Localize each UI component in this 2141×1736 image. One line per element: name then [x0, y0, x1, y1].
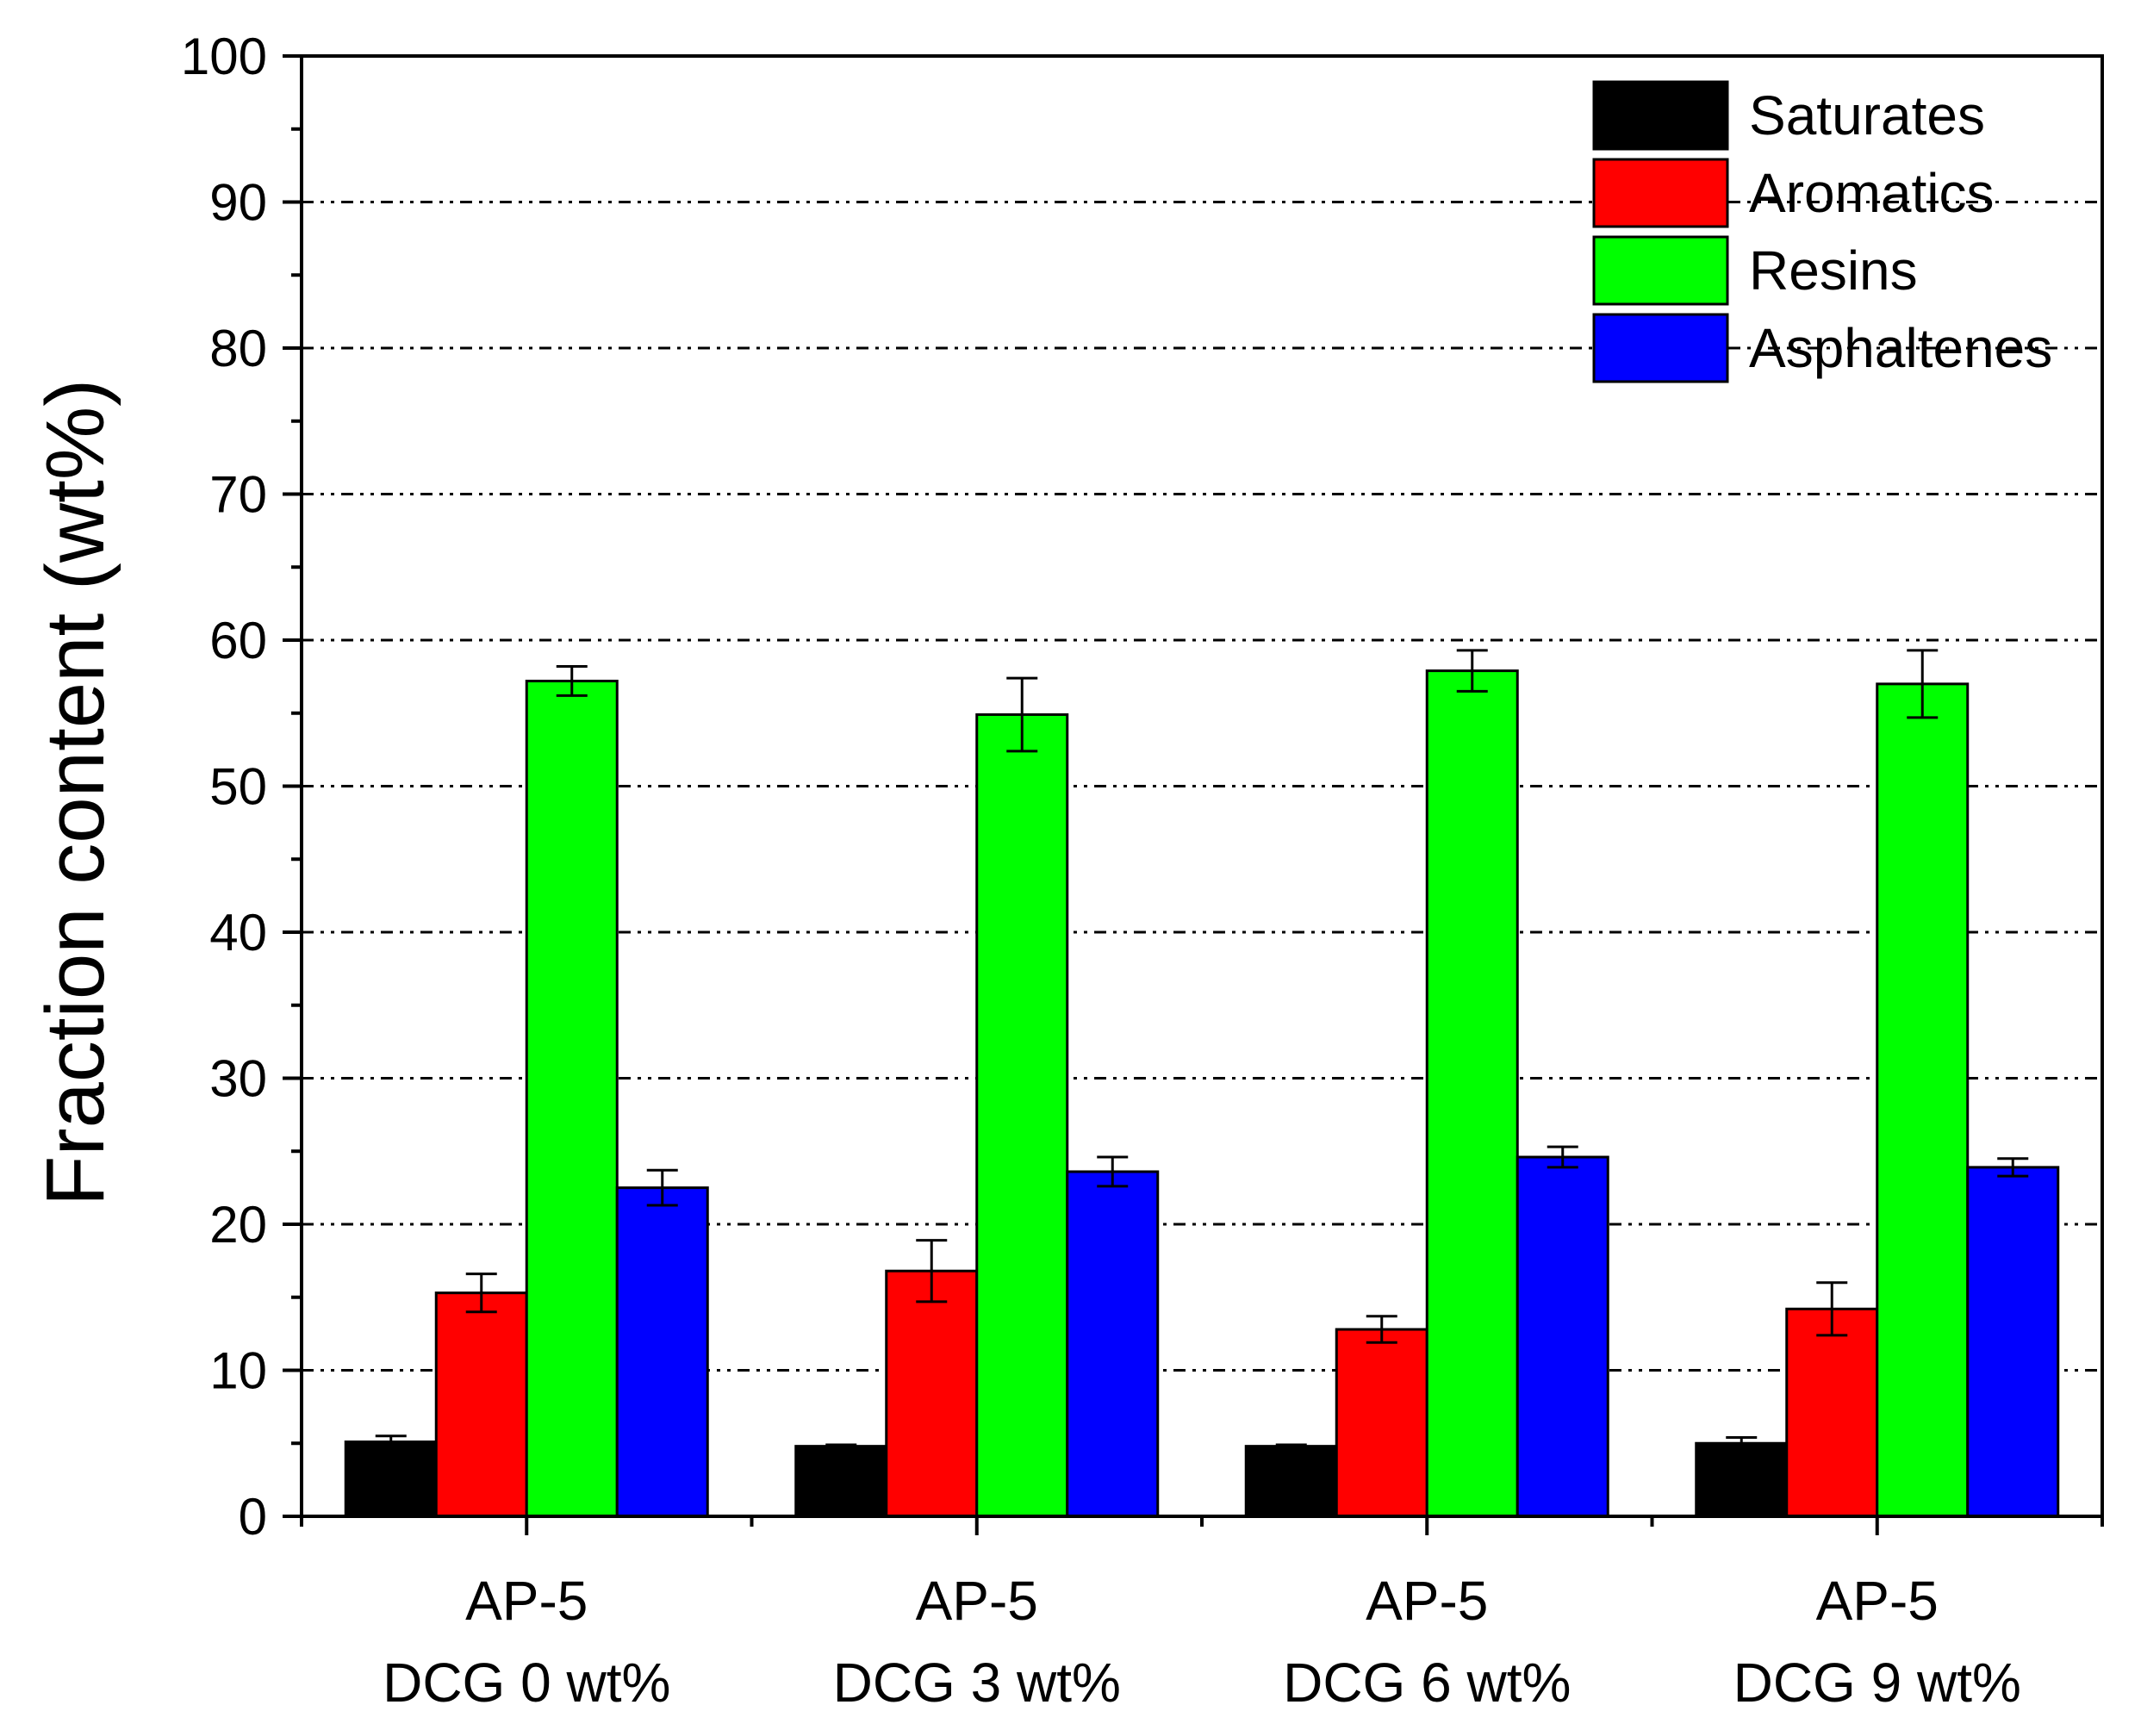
y-tick-label-20: 20	[209, 1196, 267, 1254]
bar-saturates-2	[1244, 1445, 1338, 1518]
error-bar-asphaltenes-3	[1997, 1157, 2029, 1178]
legend-swatch	[1592, 158, 1729, 228]
legend-swatch	[1592, 80, 1729, 151]
y-axis-title: Fraction content (wt%)	[29, 379, 121, 1206]
bars	[344, 669, 2060, 1518]
x-tick-label-line1-1: AP-5	[916, 1570, 1038, 1632]
bar-saturates-3	[1695, 1441, 1789, 1518]
error-bar-aromatics-1	[916, 1239, 948, 1304]
bar-saturates-0	[344, 1440, 438, 1518]
bar-aromatics-2	[1335, 1328, 1428, 1518]
legend: Saturates Aromatics Resins Asphaltenes	[1592, 80, 2052, 383]
y-tick-label-80: 80	[209, 320, 267, 377]
bar-aromatics-3	[1785, 1307, 1879, 1518]
bar-aromatics-0	[434, 1291, 528, 1518]
error-bar-asphaltenes-2	[1547, 1145, 1578, 1169]
error-bar-resins-1	[1006, 676, 1038, 753]
y-tick-label-40: 40	[209, 904, 267, 961]
error-bar-saturates-1	[825, 1443, 857, 1449]
bar-asphaltenes-3	[1966, 1166, 2060, 1518]
legend-item-asphaltenes: Asphaltenes	[1592, 313, 2052, 383]
error-bar-aromatics-0	[465, 1272, 497, 1314]
legend-item-aromatics: Aromatics	[1592, 158, 1995, 228]
x-tick-label-line2-3: DCG 9 wt%	[1733, 1652, 2021, 1714]
y-tick-label-10: 10	[209, 1342, 267, 1400]
y-tick-label-60: 60	[209, 612, 267, 669]
legend-swatch	[1592, 313, 1729, 383]
error-bars	[375, 649, 2029, 1451]
error-bar-aromatics-2	[1366, 1315, 1397, 1344]
y-tick-label-0: 0	[239, 1488, 267, 1546]
bar-resins-0	[525, 679, 619, 1518]
bar-asphaltenes-1	[1066, 1170, 1160, 1518]
bar-asphaltenes-0	[615, 1186, 709, 1518]
bar-resins-2	[1425, 669, 1519, 1518]
error-bar-aromatics-3	[1816, 1281, 1848, 1337]
axes	[283, 54, 2104, 1535]
x-tick-label-line2-2: DCG 6 wt%	[1283, 1652, 1571, 1714]
legend-swatch	[1592, 235, 1729, 306]
x-tick-label-line1-3: AP-5	[1816, 1570, 1939, 1632]
error-bar-asphaltenes-1	[1097, 1155, 1129, 1188]
error-bar-asphaltenes-0	[646, 1168, 678, 1207]
bar-aromatics-1	[885, 1269, 979, 1518]
error-bar-resins-3	[1907, 649, 1939, 719]
y-tick-label-50: 50	[209, 758, 267, 816]
bar-saturates-1	[794, 1445, 888, 1518]
x-tick-label-line1-0: AP-5	[465, 1570, 588, 1632]
y-tick-label-90: 90	[209, 174, 267, 232]
bar-resins-3	[1876, 682, 1970, 1518]
bar-asphaltenes-2	[1516, 1155, 1609, 1518]
legend-item-resins: Resins	[1592, 235, 1918, 306]
x-tick-label-line1-2: AP-5	[1366, 1570, 1488, 1632]
error-bar-resins-2	[1456, 649, 1488, 693]
bar-resins-1	[975, 712, 1069, 1518]
error-bar-saturates-0	[375, 1434, 407, 1449]
error-bar-saturates-3	[1726, 1435, 1758, 1451]
legend-label: Aromatics	[1749, 162, 1995, 224]
axis-labels: 0 10 20 30 40 50 60 70 80 90 100 AP-5 DCG 0 wt% AP-5 D…	[181, 28, 2021, 1714]
x-tick-label-line2-0: DCG 0 wt%	[383, 1652, 670, 1714]
legend-label: Saturates	[1749, 84, 1985, 146]
legend-item-saturates: Saturates	[1592, 80, 1985, 151]
y-tick-label-100: 100	[181, 28, 267, 85]
legend-label: Asphaltenes	[1749, 317, 2052, 379]
error-bar-resins-0	[556, 665, 588, 697]
y-tick-label-30: 30	[209, 1050, 267, 1108]
y-tick-label-70: 70	[209, 466, 267, 524]
error-bar-saturates-2	[1275, 1443, 1307, 1449]
x-tick-label-line2-1: DCG 3 wt%	[833, 1652, 1121, 1714]
legend-label: Resins	[1749, 240, 1918, 302]
